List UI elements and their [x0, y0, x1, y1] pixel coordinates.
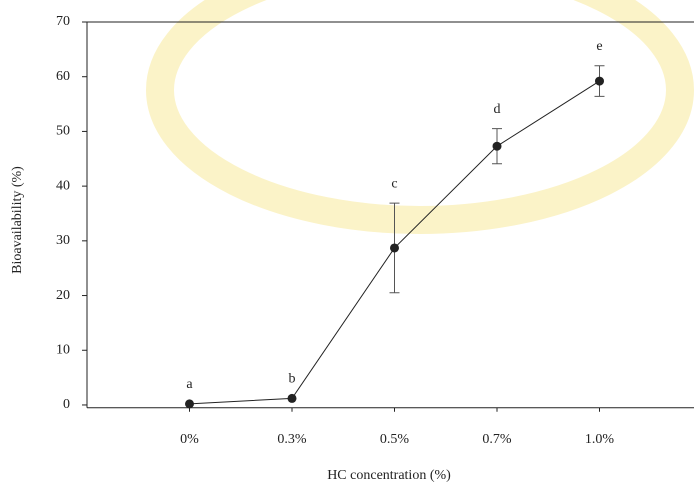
data-point [288, 394, 297, 403]
y-tick-label: 50 [56, 124, 70, 139]
y-tick-label: 40 [56, 178, 70, 193]
annotation: a [186, 377, 193, 392]
data-point [595, 77, 604, 86]
y-tick-label: 10 [56, 342, 70, 357]
y-tick-label: 0 [63, 397, 70, 412]
chart: HC concentration (%) Bioavailability (%)… [0, 0, 694, 486]
annotation: c [391, 176, 397, 191]
y-tick-label: 20 [56, 288, 70, 303]
annotation: d [494, 102, 501, 117]
x-tick-label: 0.5% [380, 432, 410, 447]
x-tick-label: 0.7% [482, 432, 512, 447]
annotation: b [289, 372, 296, 387]
page: {"chart_data": {"type": "line", "x_label… [0, 0, 694, 486]
data-point [493, 142, 502, 151]
data-point [185, 399, 194, 408]
y-axis-label: Bioavailability (%) [10, 166, 25, 274]
x-tick-label: 0% [180, 432, 199, 447]
y-tick-label: 30 [56, 233, 70, 248]
x-tick-label: 1.0% [585, 432, 615, 447]
watermark [160, 0, 680, 220]
data-point [390, 243, 399, 252]
x-axis-label: HC concentration (%) [327, 468, 451, 483]
y-tick-label: 70 [56, 14, 70, 29]
y-tick-label: 60 [56, 69, 70, 84]
annotation: e [596, 39, 602, 54]
x-tick-label: 0.3% [277, 432, 307, 447]
